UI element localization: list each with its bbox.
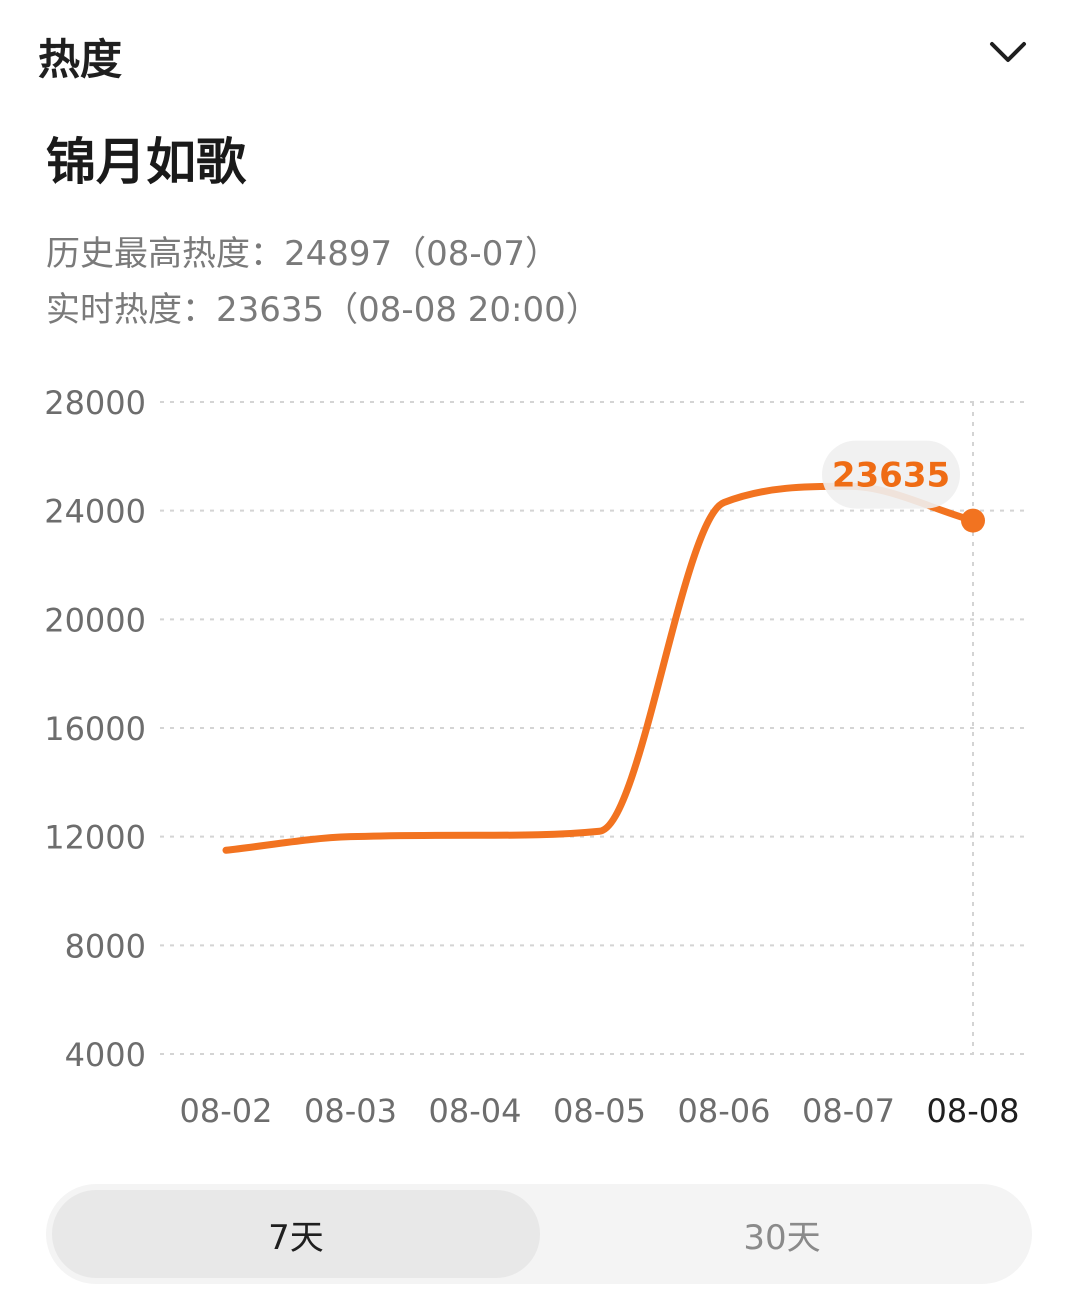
y-tick-label: 12000 [44, 819, 146, 857]
x-tick-label: 08-04 [429, 1092, 522, 1130]
y-tick-label: 24000 [44, 493, 146, 531]
x-tick-label: 08-08 [927, 1092, 1020, 1130]
x-tick-label: 08-03 [304, 1092, 397, 1130]
x-tick-label: 08-06 [678, 1092, 771, 1130]
tab-7-days[interactable]: 7天 [52, 1190, 540, 1278]
tooltip-bubble [822, 440, 960, 509]
history-peak-text: 历史最高热度：24897（08-07） [46, 234, 559, 274]
chevron-down-icon[interactable] [982, 30, 1034, 74]
section-title: 热度 [38, 35, 123, 84]
range-segmented-control: 7天 30天 [46, 1184, 1032, 1284]
topic-title: 锦月如歌 [46, 133, 246, 191]
x-tick-label: 08-05 [553, 1092, 646, 1130]
tab-30-days[interactable]: 30天 [743, 1217, 821, 1258]
y-tick-label: 28000 [44, 384, 146, 422]
x-tick-label: 08-02 [180, 1092, 273, 1130]
current-point-marker [961, 508, 985, 533]
heat-series-line [222, 482, 977, 854]
heat-line-chart: 4000 8000 12000 16000 20000 24000 28000 08-02 08… [44, 384, 1030, 1130]
tooltip-value: 23635 [832, 456, 950, 496]
x-tick-label: 08-07 [802, 1092, 895, 1130]
y-tick-label: 20000 [44, 601, 146, 639]
y-tick-label: 4000 [65, 1036, 146, 1074]
y-tick-label: 16000 [44, 710, 146, 748]
realtime-heat-text: 实时热度：23635（08-08 20:00） [46, 290, 600, 330]
y-tick-label: 8000 [65, 927, 146, 965]
